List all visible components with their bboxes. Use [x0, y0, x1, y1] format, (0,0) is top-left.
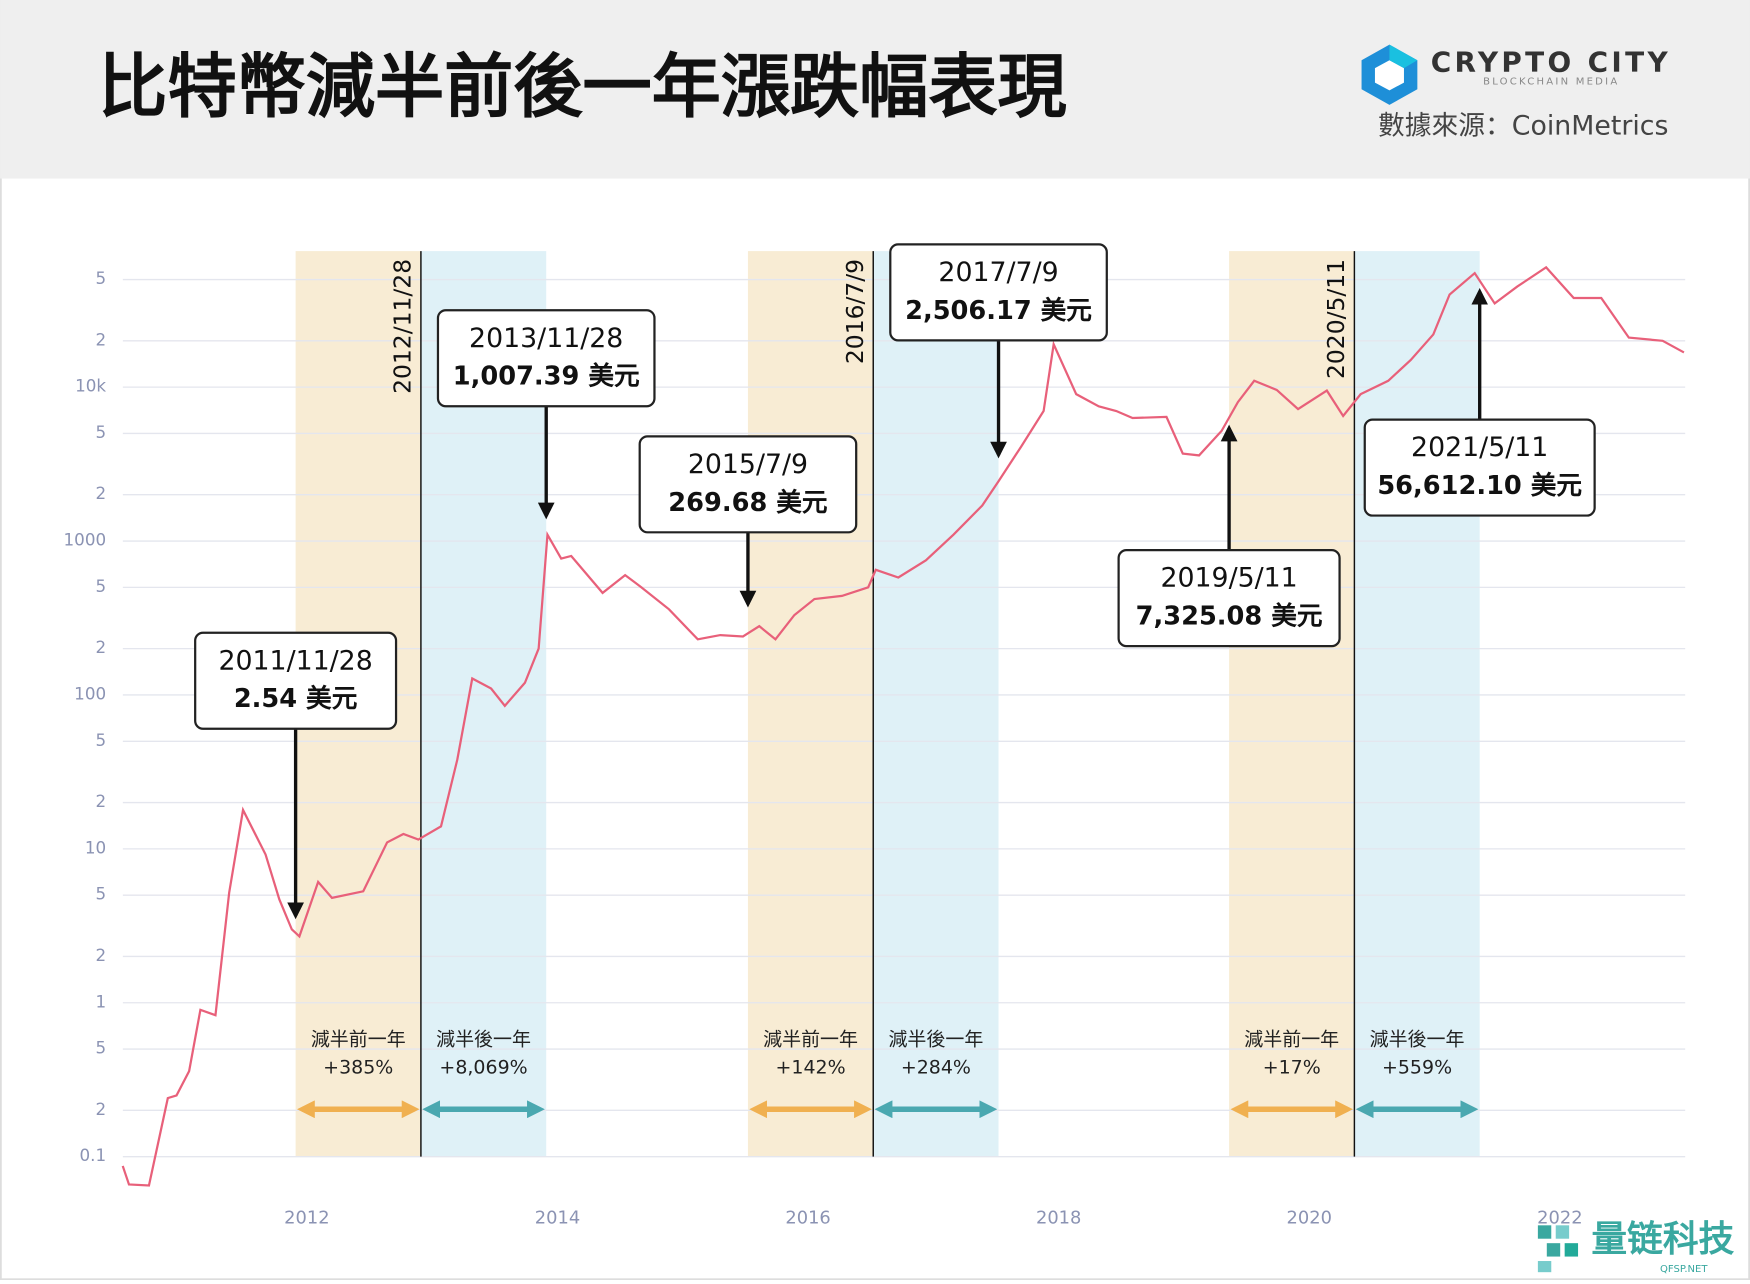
price-line	[121, 265, 1685, 1187]
x-tick-label: 2014	[535, 1208, 580, 1229]
y-tick-label: 1	[95, 991, 106, 1011]
change-label: +385%	[323, 1056, 393, 1078]
x-tick-label: 2018	[1036, 1208, 1081, 1229]
source: 數據來源：CoinMetrics	[1378, 111, 1668, 142]
y-tick-label: 5	[95, 268, 106, 288]
x-tick-label: 2016	[785, 1208, 830, 1229]
callout-date: 2021/5/11	[1411, 432, 1548, 463]
brand-logo	[1361, 44, 1418, 105]
y-tick-label: 5	[95, 1038, 106, 1058]
change-label: +559%	[1382, 1056, 1452, 1078]
change-label: +8,069%	[439, 1056, 527, 1078]
halving-label: 2016/7/9	[841, 259, 869, 364]
y-tick-label: 2	[95, 483, 106, 503]
y-tick-label: 0.1	[80, 1145, 107, 1165]
lines: 2012/11/28 減半前一年 +385% 減半後一年 +8,069% 2016/7/9…	[121, 251, 1685, 1187]
x-tick-label: 2022	[1537, 1208, 1582, 1229]
grid: 0.1 2 5 1 2 5 10 2 5 100 2 5 1000 2 5 10k 2 5 2012 2014 2016…	[64, 268, 1686, 1229]
watermark: 量链科技	[1591, 1219, 1734, 1260]
y-tick-label: 100	[74, 683, 106, 703]
y-tick-label: 2	[95, 945, 106, 965]
y-tick-label: 5	[95, 422, 106, 442]
callout-price: 269.68 美元	[668, 487, 828, 518]
annotations: 2011/11/28 2.54 美元 2013/11/28 1,007.39 美元 20…	[194, 243, 1596, 920]
callout-price: 1,007.39 美元	[453, 361, 640, 392]
callout-box	[194, 631, 398, 730]
y-tick-label: 10k	[75, 376, 106, 396]
callout-box	[638, 435, 858, 534]
callout-price: 2.54 美元	[234, 683, 358, 714]
y-tick-label: 1000	[64, 530, 107, 550]
y-tick-label: 5	[95, 576, 106, 596]
callout-date: 2017/7/9	[938, 257, 1058, 288]
brand-subtitle: BLOCKCHAIN MEDIA	[1483, 76, 1619, 87]
bands	[295, 251, 1480, 1157]
y-tick-label: 5	[95, 730, 106, 750]
period-label: 減半前一年	[311, 1029, 406, 1051]
callout-price: 2,506.17 美元	[905, 295, 1092, 326]
post-halving-band	[1354, 251, 1480, 1157]
x-tick-label: 2020	[1287, 1208, 1332, 1229]
callout-date: 2015/7/9	[688, 449, 808, 480]
callout-price: 56,612.10 美元	[1377, 470, 1582, 501]
brand-name: CRYPTO CITY	[1431, 46, 1671, 79]
callout-date: 2019/5/11	[1160, 563, 1297, 594]
header-bg	[0, 0, 1750, 179]
chart-title: 比特幣減半前後一年漲跌幅表現	[98, 48, 1066, 128]
change-label: +284%	[901, 1056, 971, 1078]
period-label: 減半前一年	[763, 1029, 858, 1051]
watermark-logo	[1537, 1225, 1579, 1273]
period-label: 減半後一年	[1370, 1029, 1465, 1051]
y-tick-label: 2	[95, 1099, 106, 1119]
watermark-subtitle: QFSP.NET	[1660, 1264, 1708, 1275]
callout-box	[889, 243, 1108, 342]
y-tick-label: 2	[95, 791, 106, 811]
callout-date: 2013/11/28	[469, 323, 623, 354]
period-label: 減半後一年	[436, 1029, 531, 1051]
pre-halving-band	[747, 251, 874, 1157]
y-tick-label: 10	[85, 837, 106, 857]
change-label: +17%	[1263, 1056, 1321, 1078]
callout-box	[436, 309, 656, 408]
callout-date: 2011/11/28	[218, 645, 372, 676]
y-tick-label: 2	[95, 329, 106, 349]
halving-label: 2020/5/11	[1322, 259, 1350, 379]
change-label: +142%	[776, 1056, 846, 1078]
period-label: 減半後一年	[888, 1029, 983, 1051]
halving-label: 2012/11/28	[389, 259, 417, 394]
callout-price: 7,325.08 美元	[1136, 601, 1323, 632]
post-halving-band	[873, 251, 999, 1157]
period-label: 減半前一年	[1244, 1029, 1339, 1051]
callout-box	[1363, 418, 1596, 517]
callout-box	[1117, 549, 1341, 648]
y-tick-label: 5	[95, 884, 106, 904]
y-tick-label: 2	[95, 637, 106, 657]
x-tick-label: 2012	[284, 1208, 329, 1229]
